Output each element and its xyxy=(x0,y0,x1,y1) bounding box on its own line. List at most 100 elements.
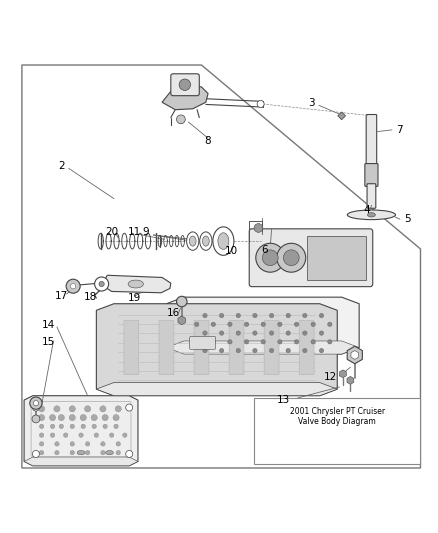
Polygon shape xyxy=(24,395,138,466)
Circle shape xyxy=(81,424,85,429)
Circle shape xyxy=(269,331,274,335)
Circle shape xyxy=(126,404,133,411)
Circle shape xyxy=(64,433,68,437)
Ellipse shape xyxy=(187,232,199,251)
Circle shape xyxy=(59,424,64,429)
Text: 18: 18 xyxy=(84,292,97,302)
Text: 7: 7 xyxy=(396,125,403,135)
Circle shape xyxy=(211,322,215,327)
Circle shape xyxy=(39,406,45,412)
Circle shape xyxy=(39,415,45,421)
Circle shape xyxy=(30,397,42,409)
Circle shape xyxy=(114,424,118,429)
Circle shape xyxy=(253,349,257,353)
Circle shape xyxy=(286,313,290,318)
Circle shape xyxy=(71,284,76,289)
Circle shape xyxy=(32,450,39,457)
Circle shape xyxy=(328,322,332,327)
Circle shape xyxy=(244,340,249,344)
Polygon shape xyxy=(24,457,138,466)
Circle shape xyxy=(50,433,55,437)
Text: 10: 10 xyxy=(225,246,238,256)
Circle shape xyxy=(69,415,75,421)
Ellipse shape xyxy=(218,233,229,249)
FancyBboxPatch shape xyxy=(194,320,209,375)
Circle shape xyxy=(261,322,265,327)
Text: 14: 14 xyxy=(42,320,55,330)
Polygon shape xyxy=(102,275,171,293)
Circle shape xyxy=(303,349,307,353)
Ellipse shape xyxy=(347,210,396,220)
Circle shape xyxy=(39,424,44,429)
Text: 3: 3 xyxy=(307,98,314,108)
Circle shape xyxy=(33,400,39,406)
Ellipse shape xyxy=(200,232,212,251)
FancyBboxPatch shape xyxy=(366,115,377,167)
FancyBboxPatch shape xyxy=(367,184,376,208)
Circle shape xyxy=(228,322,232,327)
Circle shape xyxy=(311,322,315,327)
Polygon shape xyxy=(96,304,337,395)
Circle shape xyxy=(126,450,133,457)
Circle shape xyxy=(283,250,299,265)
Polygon shape xyxy=(166,297,359,354)
Text: 15: 15 xyxy=(42,337,55,347)
Circle shape xyxy=(286,331,290,335)
Ellipse shape xyxy=(189,236,196,246)
Polygon shape xyxy=(166,341,359,354)
Circle shape xyxy=(203,331,207,335)
Circle shape xyxy=(92,424,96,429)
Text: 9: 9 xyxy=(142,228,149,237)
Circle shape xyxy=(101,450,105,455)
Circle shape xyxy=(211,340,215,344)
Text: 16: 16 xyxy=(166,309,180,318)
Circle shape xyxy=(194,340,199,344)
Circle shape xyxy=(54,406,60,412)
Circle shape xyxy=(236,313,240,318)
Circle shape xyxy=(256,243,285,272)
Circle shape xyxy=(244,322,249,327)
Circle shape xyxy=(319,313,324,318)
Circle shape xyxy=(261,340,265,344)
Circle shape xyxy=(303,331,307,335)
Circle shape xyxy=(32,404,39,411)
Circle shape xyxy=(277,243,306,272)
FancyBboxPatch shape xyxy=(229,320,244,375)
Circle shape xyxy=(58,415,64,421)
FancyBboxPatch shape xyxy=(249,229,373,287)
Circle shape xyxy=(55,442,59,446)
Circle shape xyxy=(94,433,99,437)
Circle shape xyxy=(70,442,74,446)
Circle shape xyxy=(80,415,86,421)
Circle shape xyxy=(194,322,199,327)
Circle shape xyxy=(102,415,108,421)
Text: 12: 12 xyxy=(324,372,337,382)
Circle shape xyxy=(278,340,282,344)
Circle shape xyxy=(39,450,44,455)
Ellipse shape xyxy=(77,450,85,455)
Text: 2001 Chrysler PT Cruiser: 2001 Chrysler PT Cruiser xyxy=(290,407,385,416)
Ellipse shape xyxy=(367,213,375,217)
Circle shape xyxy=(236,331,240,335)
Circle shape xyxy=(49,415,56,421)
Circle shape xyxy=(311,340,315,344)
Circle shape xyxy=(236,349,240,353)
Circle shape xyxy=(254,223,263,232)
Circle shape xyxy=(39,433,44,437)
Circle shape xyxy=(269,313,274,318)
Text: 17: 17 xyxy=(55,291,68,301)
Ellipse shape xyxy=(202,236,209,246)
Circle shape xyxy=(101,442,105,446)
Circle shape xyxy=(85,442,90,446)
Circle shape xyxy=(95,277,109,291)
FancyBboxPatch shape xyxy=(124,320,139,375)
Circle shape xyxy=(319,331,324,335)
Text: 20: 20 xyxy=(105,227,118,237)
Circle shape xyxy=(328,340,332,344)
Circle shape xyxy=(177,115,185,124)
Polygon shape xyxy=(96,383,337,395)
Circle shape xyxy=(177,296,187,307)
Text: 6: 6 xyxy=(261,245,268,255)
Circle shape xyxy=(257,101,264,108)
Circle shape xyxy=(116,442,120,446)
